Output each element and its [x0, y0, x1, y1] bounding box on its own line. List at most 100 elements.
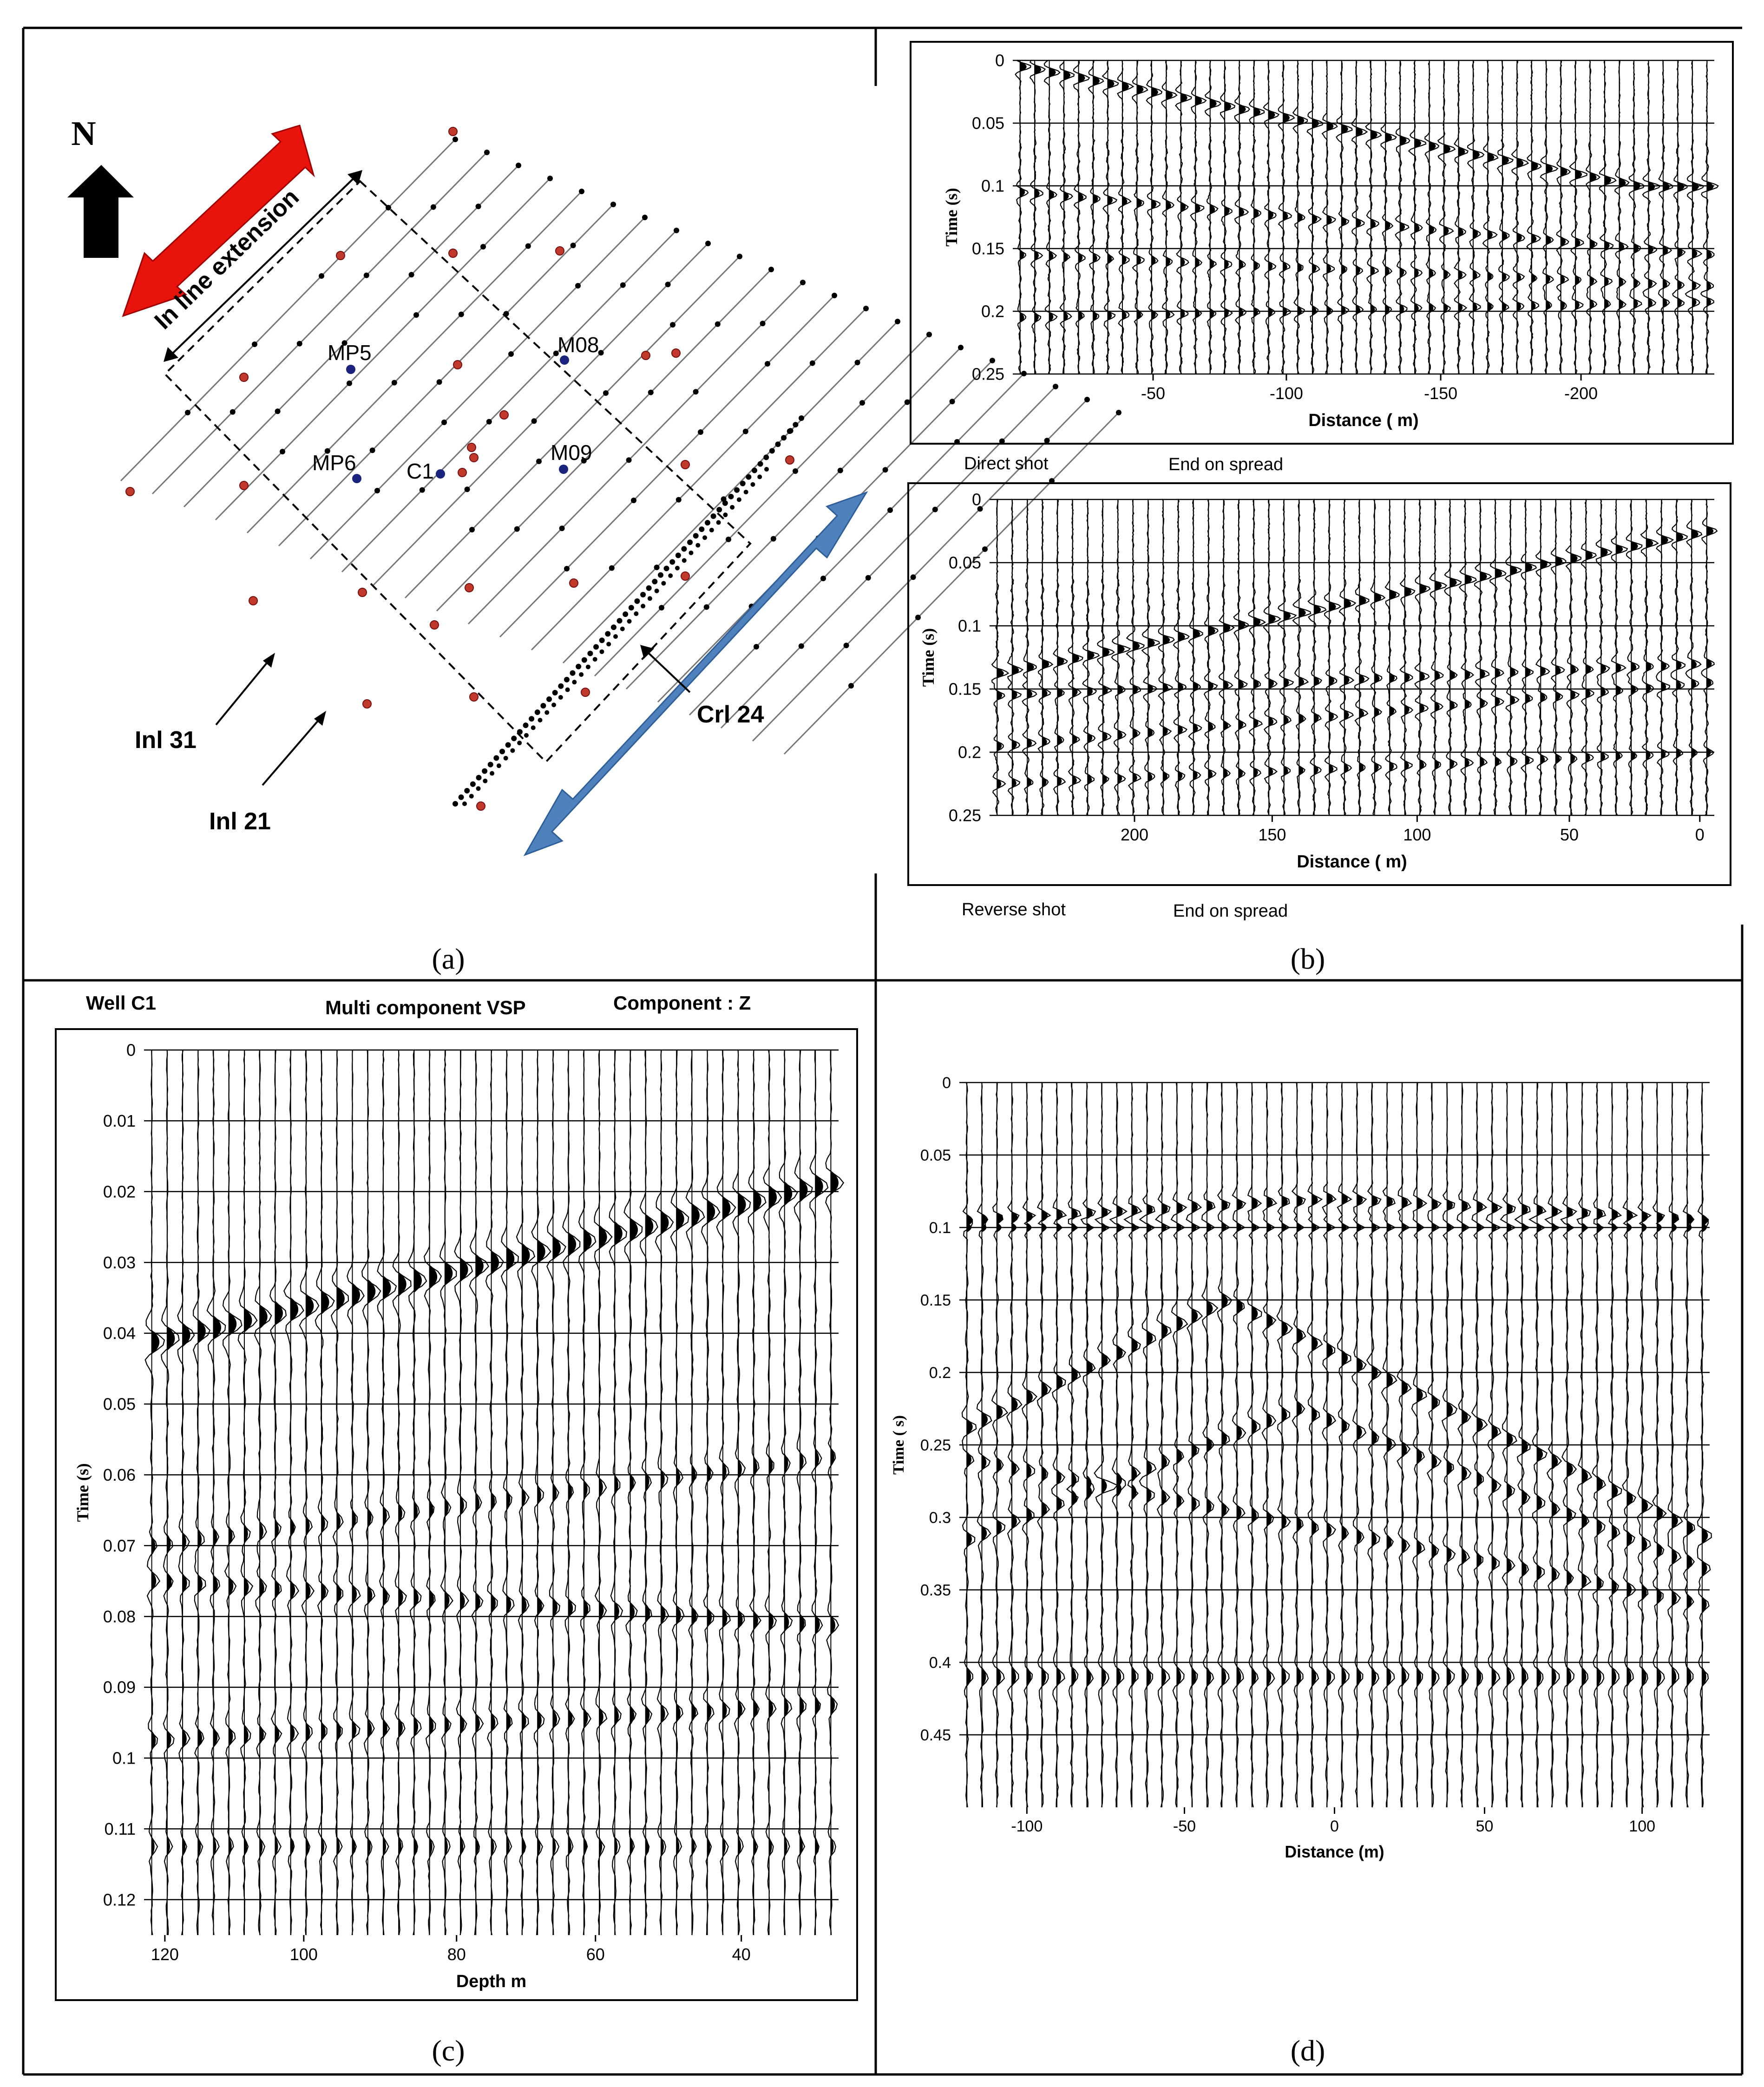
y-tick-label: 0 — [972, 490, 981, 509]
red-point — [362, 699, 372, 709]
trace-lobe — [1312, 1406, 1317, 1423]
trace-lobe — [553, 1235, 561, 1260]
trace-lobe — [1707, 281, 1712, 292]
trace-wiggle — [1015, 59, 1031, 374]
trace-lobe — [522, 1243, 530, 1267]
trace-lobe — [306, 1293, 314, 1318]
trace-lobe — [1657, 1211, 1663, 1224]
trace-lobe — [1646, 661, 1652, 672]
trace-lobe — [1488, 271, 1492, 282]
trace-lobe — [476, 1837, 479, 1857]
trace-lobe — [1163, 683, 1168, 693]
line-end-point — [452, 137, 458, 142]
trace-lobe — [1387, 1667, 1391, 1687]
x-tick-label: 40 — [732, 1945, 751, 1964]
receiver-point — [374, 488, 380, 493]
trace-lobe — [584, 1228, 592, 1253]
trace-lobe — [1672, 1667, 1677, 1687]
trace-lobe — [1692, 280, 1697, 291]
trace-lobe — [1237, 1667, 1241, 1687]
inl31-arrowhead-icon — [263, 653, 275, 668]
trace-lobe — [676, 1467, 681, 1487]
trace-lobe — [337, 1511, 341, 1531]
trace-lobe — [568, 1232, 577, 1257]
trace-wiggle — [1029, 59, 1046, 374]
trace-lobe — [1492, 1555, 1497, 1571]
x-tick-label: -50 — [1141, 384, 1165, 403]
trace-wiggle — [1399, 499, 1416, 816]
trace-lobe — [1072, 1490, 1077, 1506]
y-axis-label: Time (s) — [942, 188, 961, 246]
trace-lobe — [275, 1579, 280, 1599]
trace-lobe — [1056, 1209, 1063, 1221]
trace-lobe — [445, 1715, 449, 1735]
receiver-point — [347, 381, 352, 386]
trace-lobe — [568, 1598, 573, 1618]
trace-lobe — [1510, 755, 1515, 767]
y-tick-label: 0.01 — [103, 1111, 136, 1130]
survey-line — [341, 230, 677, 573]
receiver-point — [486, 419, 492, 425]
trace-lobe — [1417, 1222, 1422, 1233]
trace-lobe — [661, 1837, 664, 1857]
trace-lobe — [1390, 672, 1395, 683]
trace-lobe — [1462, 1409, 1468, 1425]
trace-lobe — [1605, 276, 1609, 287]
trace-lobe — [414, 1717, 419, 1737]
trace-lobe — [615, 1601, 619, 1621]
trace-lobe — [584, 1837, 587, 1857]
trace-lobe — [1342, 1222, 1347, 1233]
receiver-point — [464, 486, 470, 492]
trace-lobe — [1122, 196, 1128, 207]
trace-wiggle — [546, 1049, 567, 1936]
direct-shot-seismogram: 0 0.05 0.1 0.15 0.2 0.25 -50 -100 -150 -200 Distan… — [942, 51, 1719, 430]
red-point — [465, 583, 474, 592]
trace-lobe — [1108, 195, 1113, 205]
trace-lobe — [1657, 1587, 1662, 1604]
trace-lobe — [1267, 1222, 1272, 1233]
trace-lobe — [399, 1272, 407, 1297]
trace-lobe — [429, 1499, 433, 1519]
trace-lobe — [1571, 553, 1578, 564]
receiver-point — [977, 506, 983, 512]
trace-lobe — [1020, 312, 1024, 323]
trace-wiggle — [1102, 59, 1119, 374]
trace-lobe — [615, 1706, 619, 1726]
receiver-point — [609, 565, 615, 571]
red-point — [448, 249, 458, 258]
trace-lobe — [1417, 1197, 1423, 1209]
trace-lobe — [1102, 1206, 1108, 1219]
trace-lobe — [1210, 308, 1214, 319]
trace-wiggle — [1146, 59, 1163, 374]
trace-lobe — [645, 1214, 654, 1239]
trace-lobe — [1012, 778, 1016, 788]
panel-a-caption: (a) — [432, 942, 465, 975]
trace-lobe — [1597, 1222, 1602, 1233]
trace-lobe — [476, 1592, 480, 1612]
trace-lobe — [1192, 1442, 1197, 1458]
trace-lobe — [1072, 1222, 1077, 1233]
receiver-point — [887, 507, 893, 513]
trace-lobe — [1678, 279, 1682, 290]
trace-lobe — [1027, 1507, 1032, 1524]
trace-lobe — [460, 1257, 468, 1282]
trace-lobe — [1488, 152, 1495, 163]
trace-lobe — [568, 1837, 571, 1857]
crossline-point — [493, 755, 499, 761]
trace-lobe — [1042, 659, 1049, 669]
trace-lobe — [1676, 680, 1681, 691]
trace-wiggle — [1321, 59, 1338, 374]
trace-lobe — [1706, 677, 1712, 688]
x-tick-label: 150 — [1258, 825, 1286, 844]
trace-lobe — [1462, 1549, 1467, 1565]
trace-lobe — [445, 1261, 453, 1286]
trace-lobe — [1450, 669, 1456, 681]
y-tick-label: 0.25 — [949, 806, 981, 825]
trace-lobe — [1102, 1352, 1108, 1368]
crossline-point — [599, 637, 605, 643]
trace-lobe — [538, 1239, 545, 1264]
trace-wiggle — [1261, 1082, 1278, 1808]
trace-lobe — [800, 1613, 805, 1633]
trace-lobe — [290, 1723, 295, 1743]
trace-lobe — [1223, 768, 1228, 779]
